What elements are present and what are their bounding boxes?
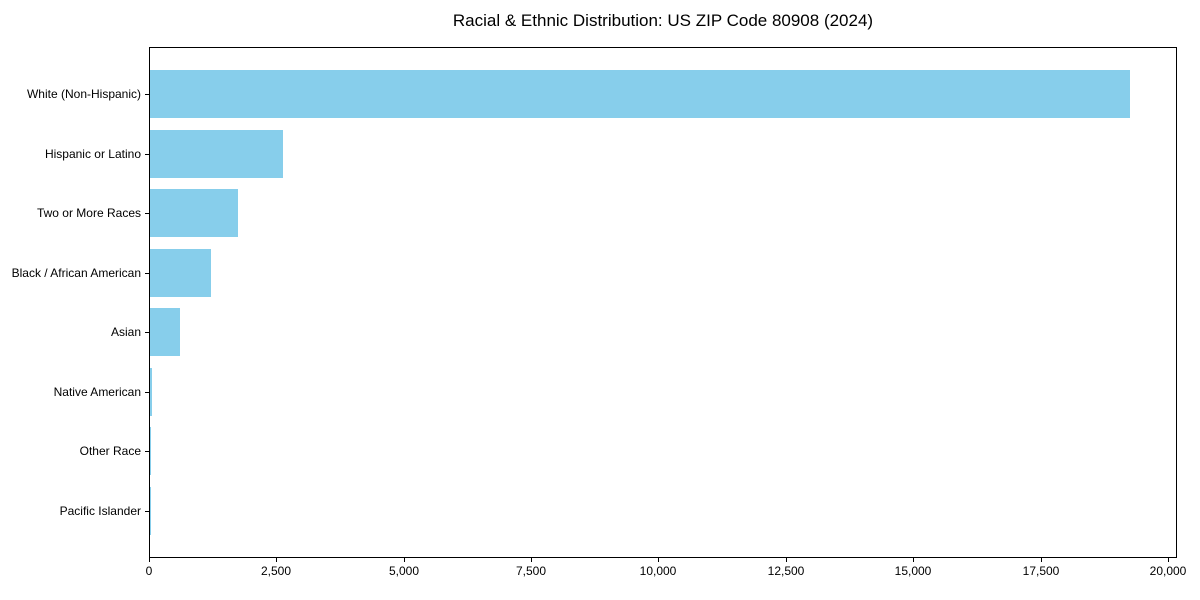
ytick-mark [145, 213, 149, 214]
bar-white-non-hispanic [150, 70, 1130, 118]
ytick-mark [145, 332, 149, 333]
xtick-mark [404, 558, 405, 562]
xtick-mark [531, 558, 532, 562]
bar-pacific-islander [150, 487, 151, 535]
ytick-label: Asian [110, 325, 141, 339]
bar-native-american [150, 368, 153, 416]
ytick-mark [145, 273, 149, 274]
xtick-mark [276, 558, 277, 562]
xtick-label: 0 [145, 564, 153, 578]
xtick-mark [913, 558, 914, 562]
ytick-mark [145, 154, 149, 155]
xtick-label: 12,500 [767, 564, 805, 578]
xtick-mark [786, 558, 787, 562]
xtick-label: 5,000 [388, 564, 420, 578]
ytick-label: Native American [53, 385, 141, 399]
ytick-label: White (Non-Hispanic) [26, 87, 141, 101]
xtick-label: 17,500 [1022, 564, 1060, 578]
bar-asian [150, 308, 181, 356]
ytick-label: Hispanic or Latino [44, 147, 141, 161]
ytick-label: Black / African American [11, 266, 141, 280]
ytick-mark [145, 511, 149, 512]
xtick-label: 10,000 [639, 564, 677, 578]
xtick-label: 20,000 [1149, 564, 1187, 578]
xtick-mark [658, 558, 659, 562]
bar-other-race [150, 427, 152, 475]
chart-title: Racial & Ethnic Distribution: US ZIP Cod… [452, 11, 874, 30]
bar-hispanic-or-latino [150, 130, 283, 178]
xtick-mark [1041, 558, 1042, 562]
ytick-mark [145, 94, 149, 95]
bar-black-african-american [150, 249, 212, 297]
xtick-mark [149, 558, 150, 562]
xtick-label: 2,500 [260, 564, 292, 578]
ytick-label: Two or More Races [36, 206, 141, 220]
ytick-mark [145, 451, 149, 452]
ytick-label: Pacific Islander [59, 504, 141, 518]
ytick-label: Other Race [79, 444, 141, 458]
bar-two-or-more-races [150, 189, 239, 237]
plot-area [149, 47, 1177, 558]
ytick-mark [145, 392, 149, 393]
xtick-label: 15,000 [894, 564, 932, 578]
xtick-mark [1168, 558, 1169, 562]
xtick-label: 7,500 [515, 564, 547, 578]
